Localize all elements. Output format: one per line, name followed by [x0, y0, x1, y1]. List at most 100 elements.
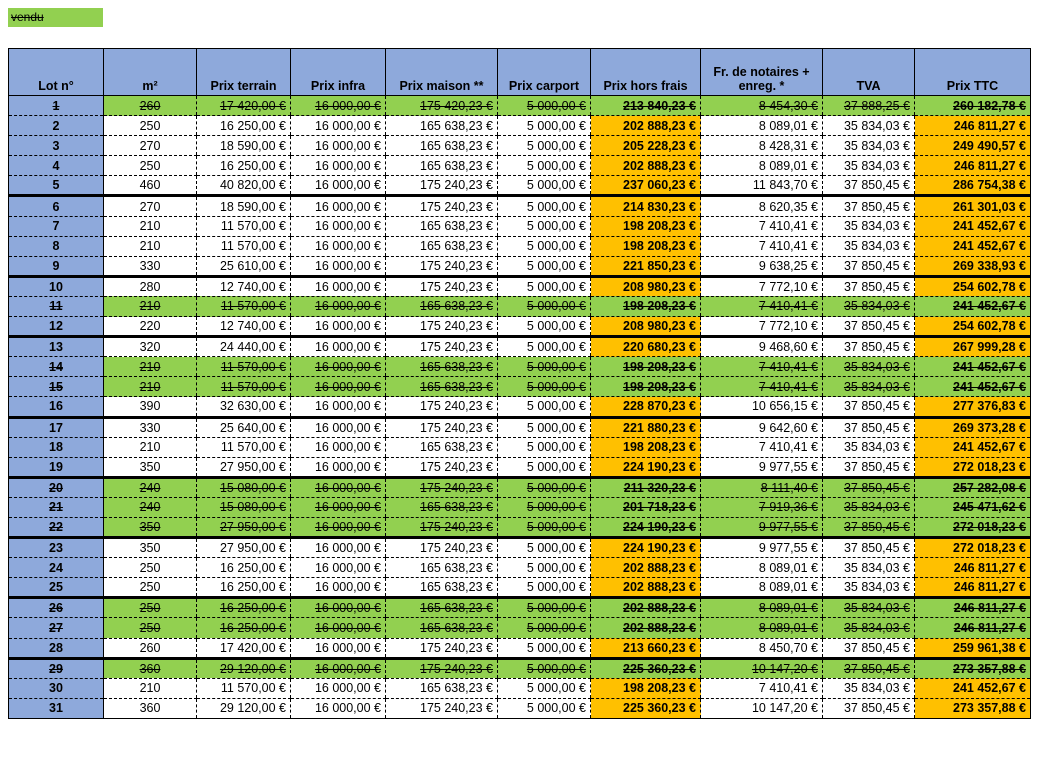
table-cell: 7 410,41 € — [700, 678, 823, 699]
table-cell: 10 — [8, 276, 104, 297]
table-cell: 257 282,08 € — [914, 477, 1031, 498]
table-cell: 16 000,00 € — [290, 216, 386, 237]
table-cell: 8 089,01 € — [700, 597, 823, 619]
table-cell: 29 — [8, 658, 104, 679]
table-cell: 246 811,27 € — [914, 557, 1031, 579]
table-cell: 3 — [8, 135, 104, 157]
table-cell: 25 610,00 € — [196, 256, 291, 278]
table-cell: 202 888,23 € — [590, 577, 701, 600]
table-cell: 240 — [103, 477, 197, 498]
table-cell: 5 000,00 € — [497, 115, 591, 137]
lot-row: 29 360 29 120,00 €16 000,00 €175 240,23 €5… — [8, 658, 1031, 679]
table-cell: 29 120,00 € — [196, 698, 291, 719]
table-cell: 211 320,23 € — [590, 477, 701, 498]
table-cell: 272 018,23 € — [914, 517, 1031, 540]
table-cell: 15 080,00 € — [196, 497, 291, 518]
table-cell: 16 000,00 € — [290, 617, 386, 639]
table-cell: 202 888,23 € — [590, 597, 701, 619]
column-header: Prix hors frais — [590, 48, 701, 96]
table-cell: 249 490,57 € — [914, 135, 1031, 157]
table-cell: 27 — [8, 617, 104, 639]
lot-row: 18 210 11 570,00 €16 000,00 €165 638,23 €5… — [8, 437, 1031, 458]
table-cell: 35 834,03 € — [822, 236, 915, 257]
table-cell: 175 240,23 € — [385, 638, 498, 660]
table-cell: 5 000,00 € — [497, 517, 591, 540]
table-cell: 320 — [103, 336, 197, 358]
table-cell: 9 — [8, 256, 104, 278]
table-cell: 37 850,45 € — [822, 316, 915, 339]
table-cell: 35 834,03 € — [822, 115, 915, 137]
table-cell: 13 — [8, 336, 104, 358]
table-cell: 224 190,23 € — [590, 537, 701, 559]
table-cell: 8 089,01 € — [700, 115, 823, 137]
table-cell: 350 — [103, 537, 197, 559]
column-header: Prix infra — [290, 48, 386, 96]
table-cell: 241 452,67 € — [914, 356, 1031, 378]
table-cell: 260 — [103, 638, 197, 660]
table-cell: 16 000,00 € — [290, 396, 386, 419]
table-cell: 16 000,00 € — [290, 256, 386, 278]
table-cell: 16 000,00 € — [290, 316, 386, 339]
table-cell: 7 410,41 € — [700, 437, 823, 458]
table-cell: 8 428,31 € — [700, 135, 823, 157]
table-cell: 37 850,45 € — [822, 396, 915, 419]
table-cell: 15 — [8, 376, 104, 398]
table-cell: 175 240,23 € — [385, 698, 498, 719]
table-cell: 35 834,03 € — [822, 216, 915, 237]
lot-row: 11 210 11 570,00 €16 000,00 €165 638,23 €5… — [8, 296, 1031, 318]
table-cell: 220 680,23 € — [590, 336, 701, 358]
table-cell: 250 — [103, 557, 197, 579]
table-cell: 165 638,23 € — [385, 216, 498, 237]
column-header: Lot n° — [8, 48, 104, 96]
lot-row: 16 390 32 630,00 €16 000,00 €175 240,23 €5… — [8, 396, 1031, 419]
table-cell: 237 060,23 € — [590, 175, 701, 198]
table-cell: 272 018,23 € — [914, 537, 1031, 559]
table-cell: 240 — [103, 497, 197, 518]
lot-row: 9 330 25 610,00 €16 000,00 €175 240,23 €5 … — [8, 256, 1031, 278]
table-cell: 35 834,03 € — [822, 497, 915, 518]
table-cell: 40 820,00 € — [196, 175, 291, 198]
table-cell: 8 089,01 € — [700, 577, 823, 600]
table-cell: 241 452,67 € — [914, 236, 1031, 257]
table-cell: 16 250,00 € — [196, 557, 291, 579]
table-cell: 254 602,78 € — [914, 276, 1031, 297]
table-cell: 14 — [8, 356, 104, 378]
table-cell: 37 850,45 € — [822, 477, 915, 498]
table-cell: 35 834,03 € — [822, 155, 915, 177]
table-cell: 9 638,25 € — [700, 256, 823, 278]
table-cell: 165 638,23 € — [385, 236, 498, 257]
table-cell: 360 — [103, 698, 197, 719]
table-cell: 37 850,45 € — [822, 638, 915, 660]
table-cell: 30 — [8, 678, 104, 699]
table-cell: 330 — [103, 256, 197, 278]
table-cell: 5 000,00 € — [497, 276, 591, 297]
table-cell: 16 000,00 € — [290, 115, 386, 137]
table-cell: 280 — [103, 276, 197, 297]
table-cell: 198 208,23 € — [590, 678, 701, 699]
table-cell: 198 208,23 € — [590, 296, 701, 318]
table-cell: 7 410,41 € — [700, 296, 823, 318]
lot-row: 17 330 25 640,00 €16 000,00 €175 240,23 €5… — [8, 417, 1031, 438]
table-cell: 5 000,00 € — [497, 316, 591, 339]
table-cell: 225 360,23 € — [590, 698, 701, 719]
table-cell: 37 850,45 € — [822, 175, 915, 198]
table-cell: 198 208,23 € — [590, 376, 701, 398]
table-cell: 16 000,00 € — [290, 517, 386, 540]
lot-row: 26 250 16 250,00 €16 000,00 €165 638,23 €5… — [8, 597, 1031, 619]
table-cell: 35 834,03 € — [822, 597, 915, 619]
table-cell: 213 840,23 € — [590, 95, 701, 117]
table-cell: 16 000,00 € — [290, 296, 386, 318]
table-cell: 213 660,23 € — [590, 638, 701, 660]
table-cell: 175 240,23 € — [385, 477, 498, 498]
table-cell: 210 — [103, 296, 197, 318]
table-cell: 5 000,00 € — [497, 175, 591, 198]
table-cell: 5 000,00 € — [497, 396, 591, 419]
table-cell: 29 120,00 € — [196, 658, 291, 679]
table-cell: 5 000,00 € — [497, 437, 591, 458]
table-cell: 246 811,27 € — [914, 115, 1031, 137]
column-header: Prix maison ** — [385, 48, 498, 96]
lot-row: 3 270 18 590,00 €16 000,00 €165 638,23 €5 … — [8, 135, 1031, 157]
table-cell: 210 — [103, 437, 197, 458]
table-cell: 261 301,03 € — [914, 195, 1031, 217]
